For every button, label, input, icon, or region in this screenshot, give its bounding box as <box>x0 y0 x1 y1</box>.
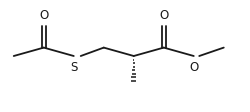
Text: S: S <box>70 61 78 74</box>
Text: O: O <box>159 9 168 22</box>
Text: O: O <box>189 61 198 74</box>
Text: O: O <box>39 9 48 22</box>
